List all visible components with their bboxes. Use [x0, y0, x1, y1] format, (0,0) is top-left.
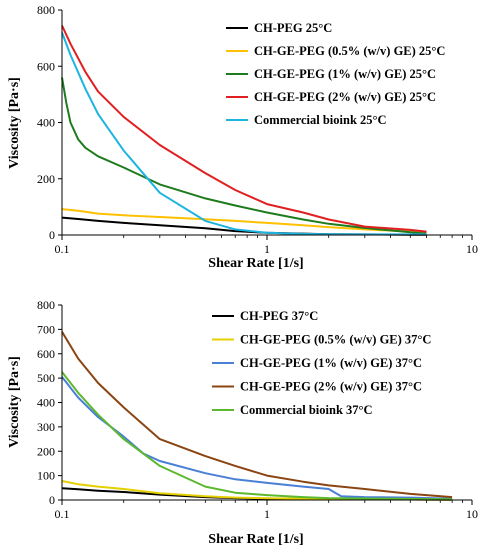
chart-2-y-ticks: 0 100 200 300 400 500 600 700 800 [37, 298, 62, 507]
series-line-2 [61, 376, 453, 500]
legend-label: CH-PEG 37°C [240, 309, 318, 323]
series-line-3 [61, 331, 453, 499]
y-tick-label: 600 [37, 347, 55, 361]
legend-label: CH-GE-PEG (2% (w/v) GE) 37°C [240, 380, 422, 394]
x-tick-label: 10 [466, 507, 478, 521]
legend-label: CH-GE-PEG (1% (w/v) GE) 37°C [240, 356, 422, 370]
legend-label: CH-PEG 25°C [254, 21, 332, 35]
chart-2-legend: CH-PEG 37°C CH-GE-PEG (0.5% (w/v) GE) 37°… [212, 309, 431, 417]
y-tick-label: 700 [37, 322, 55, 336]
chart-2: 0 100 200 300 400 500 600 700 800 0.1 1 10 Shear R… [7, 298, 478, 547]
chart-1-y-axis-label: Viscosity [Pa·s] [7, 77, 22, 169]
y-tick-label: 800 [37, 3, 55, 17]
chart-1-series [61, 25, 427, 236]
chart-2-x-axis-label: Shear Rate [1/s] [208, 532, 303, 547]
y-tick-label: 400 [37, 116, 55, 130]
y-tick-label: 0 [49, 493, 55, 507]
y-tick-label: 0 [49, 228, 55, 242]
chart-2-series [61, 331, 453, 501]
legend-label: Commercial bioink 37°C [240, 403, 373, 417]
series-line-3 [61, 25, 427, 233]
x-tick-label: 0.1 [55, 242, 70, 256]
x-tick-label: 1 [264, 242, 270, 256]
y-tick-label: 400 [37, 396, 55, 410]
chart-1-x-ticks: 0.1 1 10 [55, 235, 478, 256]
chart-2-x-ticks: 0.1 1 10 [55, 500, 478, 521]
chart-2-y-axis-label: Viscosity [Pa·s] [7, 356, 22, 448]
series-line-1 [61, 208, 427, 234]
chart-1: 0 200 400 600 800 0.1 1 10 Shear Rate [1/s] Vi… [7, 3, 478, 271]
legend-label: CH-GE-PEG (0.5% (w/v) GE) 37°C [240, 333, 431, 347]
y-tick-label: 200 [37, 172, 55, 186]
x-tick-label: 0.1 [55, 507, 70, 521]
y-tick-label: 500 [37, 371, 55, 385]
legend-label: Commercial bioink 25°C [254, 113, 387, 127]
series-line-4 [61, 32, 427, 236]
legend-label: CH-GE-PEG (1% (w/v) GE) 25°C [254, 67, 436, 81]
x-tick-label: 10 [466, 242, 478, 256]
y-tick-label: 200 [37, 444, 55, 458]
legend-label: CH-GE-PEG (0.5% (w/v) GE) 25°C [254, 44, 445, 58]
chart-1-y-ticks: 0 200 400 600 800 [37, 3, 62, 242]
x-tick-label: 1 [264, 507, 270, 521]
chart-1-x-axis-label: Shear Rate [1/s] [208, 256, 303, 271]
y-tick-label: 100 [37, 469, 55, 483]
legend-label: CH-GE-PEG (2% (w/v) GE) 25°C [254, 90, 436, 104]
series-line-2 [61, 77, 427, 235]
y-tick-label: 600 [37, 59, 55, 73]
y-tick-label: 800 [37, 298, 55, 312]
series-line-4 [61, 371, 453, 501]
y-tick-label: 300 [37, 420, 55, 434]
chart-1-legend: CH-PEG 25°C CH-GE-PEG (0.5% (w/v) GE) 25°… [226, 21, 445, 127]
